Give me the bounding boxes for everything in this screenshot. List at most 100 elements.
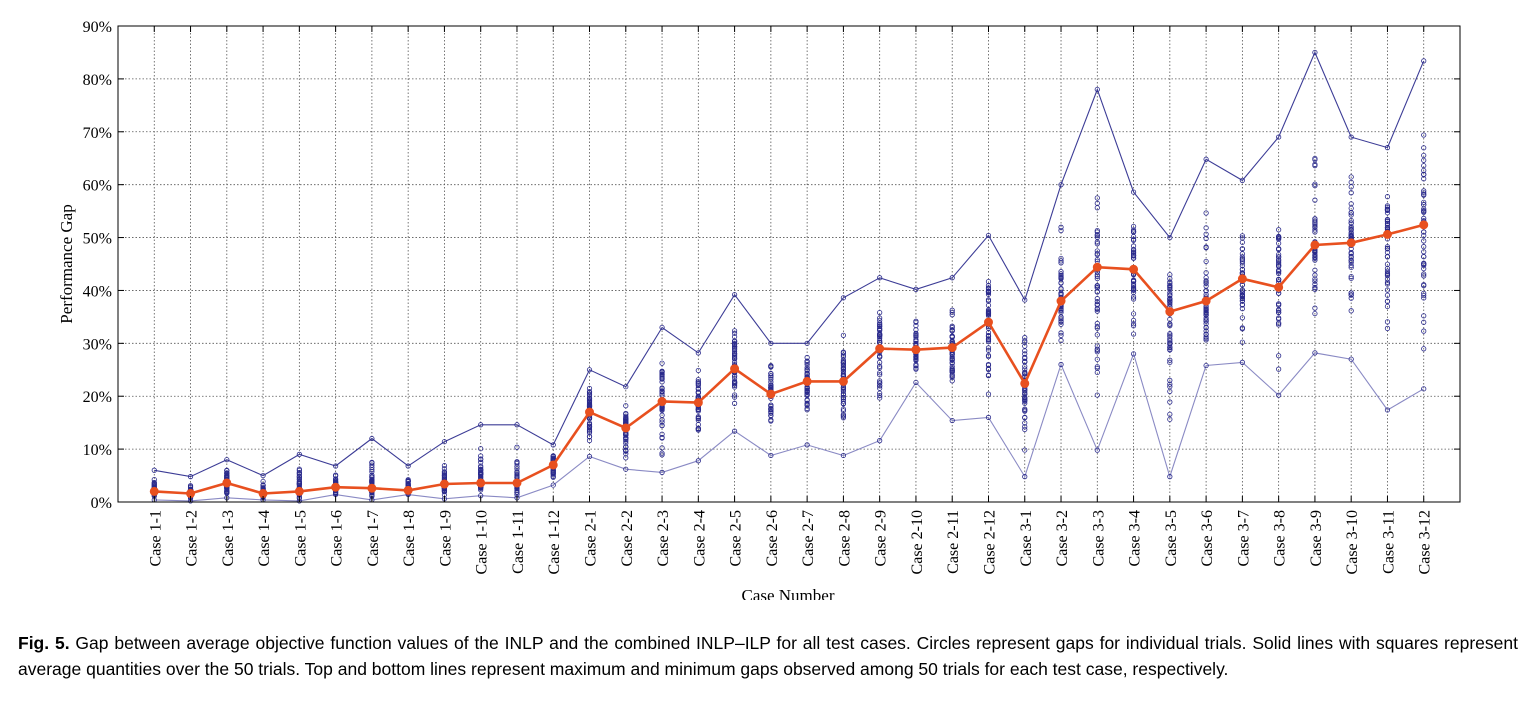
trial-point (623, 444, 629, 450)
trial-point (913, 365, 919, 371)
trial-point (1203, 362, 1209, 369)
trial-point (514, 466, 520, 472)
trial-point (731, 292, 738, 298)
trial-point (913, 286, 919, 292)
trial-point (1094, 308, 1100, 314)
trial-point (1239, 256, 1245, 263)
trial-point (1167, 283, 1173, 289)
trial-point (804, 405, 810, 412)
x-tick-label: Case 3-7 (1235, 510, 1252, 566)
trial-point (1348, 262, 1354, 269)
trial-point (1276, 366, 1282, 372)
trial-point (659, 450, 665, 456)
trial-point (478, 422, 484, 428)
trial-point (1384, 244, 1391, 250)
trial-point (369, 474, 375, 480)
trial-point (296, 473, 302, 479)
trial-point (877, 326, 883, 333)
trial-point (1130, 321, 1137, 327)
x-tick-label: Case 3-3 (1090, 510, 1107, 566)
trial-point (768, 408, 774, 415)
trial-point (840, 362, 847, 369)
trial-point (1167, 347, 1173, 353)
trial-point (768, 407, 774, 413)
trial-point (405, 463, 411, 469)
trial-point (1239, 325, 1245, 331)
x-tick-label: Case 1-11 (510, 510, 527, 574)
trial-point (1022, 474, 1028, 480)
trial-point (478, 487, 484, 493)
trial-point (623, 448, 629, 454)
trial-point (1421, 202, 1427, 208)
trial-point (1421, 58, 1427, 64)
trial-point (731, 392, 738, 398)
trial-point (804, 354, 810, 361)
trial-point (1130, 243, 1137, 249)
trial-point (1167, 333, 1173, 340)
y-tick-label: 20% (83, 389, 112, 406)
trial-point (1058, 318, 1064, 324)
trial-point (1276, 254, 1282, 260)
trial-point (877, 310, 883, 316)
trial-point (1167, 474, 1173, 480)
trial-point (1384, 206, 1391, 212)
trial-point (1167, 331, 1173, 337)
trial-point (369, 459, 375, 465)
trial-point (1276, 315, 1282, 321)
trial-point (1276, 261, 1282, 267)
trial-point (623, 432, 629, 438)
trial-point (1022, 394, 1028, 400)
trial-point (1239, 251, 1245, 257)
trial-point (1094, 275, 1100, 282)
trial-point (224, 457, 230, 463)
trial-point (1022, 424, 1028, 430)
trial-point (1276, 277, 1282, 283)
trial-point (1167, 286, 1173, 293)
trial-point (1094, 343, 1100, 349)
trial-point (1058, 330, 1064, 336)
trial-point (1022, 338, 1028, 344)
trial-point (949, 275, 955, 281)
trial-point (1421, 157, 1427, 163)
trial-point (877, 383, 883, 389)
trial-point (659, 388, 665, 394)
figure-label: Fig. 5. (18, 633, 70, 653)
trial-point (478, 459, 484, 465)
trial-point (731, 330, 738, 336)
trial-point (1239, 292, 1245, 298)
trial-point (1203, 318, 1209, 324)
trial-point (1094, 232, 1100, 238)
x-tick-label: Case 2-2 (619, 510, 636, 566)
trial-point (1203, 278, 1209, 284)
trial-point (804, 340, 810, 346)
trial-point (1312, 157, 1318, 163)
average-point (1129, 264, 1139, 274)
trial-point (1348, 275, 1354, 281)
x-tick-label: Case 2-7 (800, 510, 817, 566)
trial-point (1239, 254, 1245, 260)
trial-point (1094, 283, 1100, 289)
trial-point (1384, 287, 1391, 293)
trial-point (1348, 290, 1354, 296)
trial-point (1421, 244, 1427, 250)
trial-point (1058, 316, 1064, 322)
trial-point (840, 400, 847, 406)
trial-point (1421, 207, 1427, 214)
x-tick-label: Case 2-8 (836, 510, 853, 566)
trial-point (695, 425, 701, 431)
trial-point (1384, 279, 1391, 285)
trial-point (1276, 322, 1282, 328)
trial-point (840, 398, 847, 404)
trial-point (224, 490, 230, 496)
trial-point (877, 380, 883, 386)
trial-point (1348, 274, 1354, 280)
trial-point (1094, 332, 1100, 338)
trial-point (1312, 222, 1318, 228)
trial-point (296, 467, 302, 474)
trial-point (985, 279, 992, 285)
trial-point (1312, 216, 1318, 222)
trial-point (586, 428, 593, 434)
trial-point (1239, 260, 1245, 266)
x-tick-label: Case 3-10 (1344, 510, 1361, 574)
trial-point (695, 414, 701, 420)
